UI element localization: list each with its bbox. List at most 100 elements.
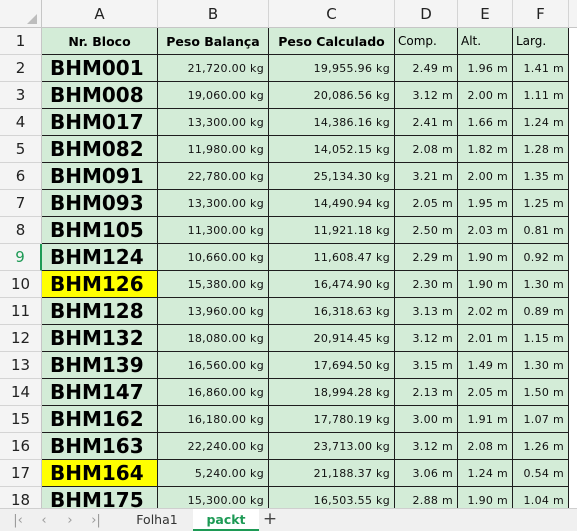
cell-comp[interactable]: 2.49 m (395, 55, 458, 82)
column-header-a[interactable]: A (42, 0, 158, 28)
row-header[interactable]: 16 (0, 433, 42, 460)
cell-larg[interactable]: 0.92 m (513, 244, 569, 271)
cell-larg[interactable]: 0.89 m (513, 298, 569, 325)
cell-nr-bloco[interactable]: BHM163 (42, 433, 158, 460)
cell-nr-bloco[interactable]: BHM091 (42, 163, 158, 190)
cell-comp[interactable]: 3.06 m (395, 460, 458, 487)
cell-larg[interactable]: 1.04 m (513, 487, 569, 508)
cell-peso-calculado[interactable]: 11,608.47 kg (269, 244, 395, 271)
cell-larg[interactable]: 1.30 m (513, 271, 569, 298)
cell-comp[interactable]: 3.13 m (395, 298, 458, 325)
cell-peso-balanca[interactable]: 11,980.00 kg (158, 136, 269, 163)
cell-peso-balanca[interactable]: 15,300.00 kg (158, 487, 269, 508)
cell-nr-bloco[interactable]: BHM001 (42, 55, 158, 82)
cell-nr-bloco[interactable]: BHM124 (42, 244, 158, 271)
select-all-corner[interactable] (0, 0, 42, 28)
cell-peso-calculado[interactable]: 18,994.28 kg (269, 379, 395, 406)
cell-peso-calculado[interactable]: 17,780.19 kg (269, 406, 395, 433)
row-header[interactable]: 10 (0, 271, 42, 298)
column-header-e[interactable]: E (458, 0, 513, 28)
cell-alt[interactable]: 1.49 m (458, 352, 513, 379)
cell-alt[interactable]: 2.03 m (458, 217, 513, 244)
cell-peso-calculado[interactable]: 16,474.90 kg (269, 271, 395, 298)
row-header[interactable]: 14 (0, 379, 42, 406)
prev-sheet-icon[interactable]: ‹ (41, 512, 47, 528)
cell-alt[interactable]: 1.90 m (458, 244, 513, 271)
row-header[interactable]: 4 (0, 109, 42, 136)
row-header[interactable]: 9 (0, 244, 42, 271)
row-header[interactable]: 18 (0, 487, 42, 508)
cell-comp[interactable]: 2.05 m (395, 190, 458, 217)
cell-peso-calculado[interactable]: 14,490.94 kg (269, 190, 395, 217)
cell-peso-calculado[interactable]: 20,086.56 kg (269, 82, 395, 109)
header-cell-larg[interactable]: Larg. (513, 28, 569, 55)
cell-peso-calculado[interactable]: 14,386.16 kg (269, 109, 395, 136)
cell-peso-balanca[interactable]: 13,300.00 kg (158, 190, 269, 217)
cell-comp[interactable]: 3.12 m (395, 82, 458, 109)
cell-larg[interactable]: 0.81 m (513, 217, 569, 244)
column-header-b[interactable]: B (158, 0, 269, 28)
cell-comp[interactable]: 3.21 m (395, 163, 458, 190)
row-header[interactable]: 17 (0, 460, 42, 487)
cell-comp[interactable]: 2.30 m (395, 271, 458, 298)
tab-packt[interactable]: packt (193, 509, 259, 531)
cell-peso-balanca[interactable]: 16,560.00 kg (158, 352, 269, 379)
cell-nr-bloco[interactable]: BHM139 (42, 352, 158, 379)
cell-nr-bloco[interactable]: BHM162 (42, 406, 158, 433)
plus-icon[interactable]: + (262, 509, 278, 529)
cell-alt[interactable]: 1.95 m (458, 190, 513, 217)
cell-comp[interactable]: 2.41 m (395, 109, 458, 136)
cell-alt[interactable]: 2.02 m (458, 298, 513, 325)
cell-comp[interactable]: 3.12 m (395, 325, 458, 352)
row-header[interactable]: 8 (0, 217, 42, 244)
cell-alt[interactable]: 1.66 m (458, 109, 513, 136)
cell-nr-bloco[interactable]: BHM147 (42, 379, 158, 406)
cell-comp[interactable]: 2.88 m (395, 487, 458, 508)
cell-peso-balanca[interactable]: 13,300.00 kg (158, 109, 269, 136)
cell-alt[interactable]: 2.05 m (458, 379, 513, 406)
cell-larg[interactable]: 1.28 m (513, 136, 569, 163)
row-header[interactable]: 15 (0, 406, 42, 433)
cell-alt[interactable]: 1.90 m (458, 271, 513, 298)
cell-nr-bloco[interactable]: BHM082 (42, 136, 158, 163)
cell-comp[interactable]: 2.13 m (395, 379, 458, 406)
cell-peso-balanca[interactable]: 16,180.00 kg (158, 406, 269, 433)
cell-alt[interactable]: 1.90 m (458, 487, 513, 508)
column-header-d[interactable]: D (395, 0, 458, 28)
cell-larg[interactable]: 1.07 m (513, 406, 569, 433)
cell-nr-bloco[interactable]: BHM017 (42, 109, 158, 136)
header-cell-peso-calculado[interactable]: Peso Calculado (269, 28, 395, 55)
cell-peso-balanca[interactable]: 13,960.00 kg (158, 298, 269, 325)
cell-nr-bloco[interactable]: BHM093 (42, 190, 158, 217)
cell-alt[interactable]: 1.91 m (458, 406, 513, 433)
cell-larg[interactable]: 1.25 m (513, 190, 569, 217)
cell-peso-calculado[interactable]: 17,694.50 kg (269, 352, 395, 379)
cell-larg[interactable]: 1.35 m (513, 163, 569, 190)
cell-peso-balanca[interactable]: 15,380.00 kg (158, 271, 269, 298)
cell-peso-calculado[interactable]: 23,713.00 kg (269, 433, 395, 460)
cell-nr-bloco[interactable]: BHM175 (42, 487, 158, 508)
cell-nr-bloco[interactable]: BHM008 (42, 82, 158, 109)
cell-peso-calculado[interactable]: 14,052.15 kg (269, 136, 395, 163)
row-header[interactable]: 3 (0, 82, 42, 109)
spreadsheet-grid[interactable]: A B C D E F 1 Nr. Bloco Peso Balança Pes… (0, 0, 577, 508)
header-cell-comp[interactable]: Comp. (395, 28, 458, 55)
cell-comp[interactable]: 2.29 m (395, 244, 458, 271)
column-header-f[interactable]: F (513, 0, 569, 28)
cell-peso-calculado[interactable]: 20,914.45 kg (269, 325, 395, 352)
cell-alt[interactable]: 1.82 m (458, 136, 513, 163)
cell-comp[interactable]: 3.00 m (395, 406, 458, 433)
header-cell-bloco[interactable]: Nr. Bloco (42, 28, 158, 55)
cell-peso-balanca[interactable]: 11,300.00 kg (158, 217, 269, 244)
cell-larg[interactable]: 1.26 m (513, 433, 569, 460)
cell-alt[interactable]: 1.24 m (458, 460, 513, 487)
cell-larg[interactable]: 1.15 m (513, 325, 569, 352)
row-header[interactable]: 11 (0, 298, 42, 325)
cell-peso-balanca[interactable]: 22,780.00 kg (158, 163, 269, 190)
row-header[interactable]: 12 (0, 325, 42, 352)
cell-larg[interactable]: 1.11 m (513, 82, 569, 109)
cell-peso-balanca[interactable]: 10,660.00 kg (158, 244, 269, 271)
cell-peso-balanca[interactable]: 18,080.00 kg (158, 325, 269, 352)
cell-comp[interactable]: 2.50 m (395, 217, 458, 244)
cell-peso-calculado[interactable]: 16,503.55 kg (269, 487, 395, 508)
